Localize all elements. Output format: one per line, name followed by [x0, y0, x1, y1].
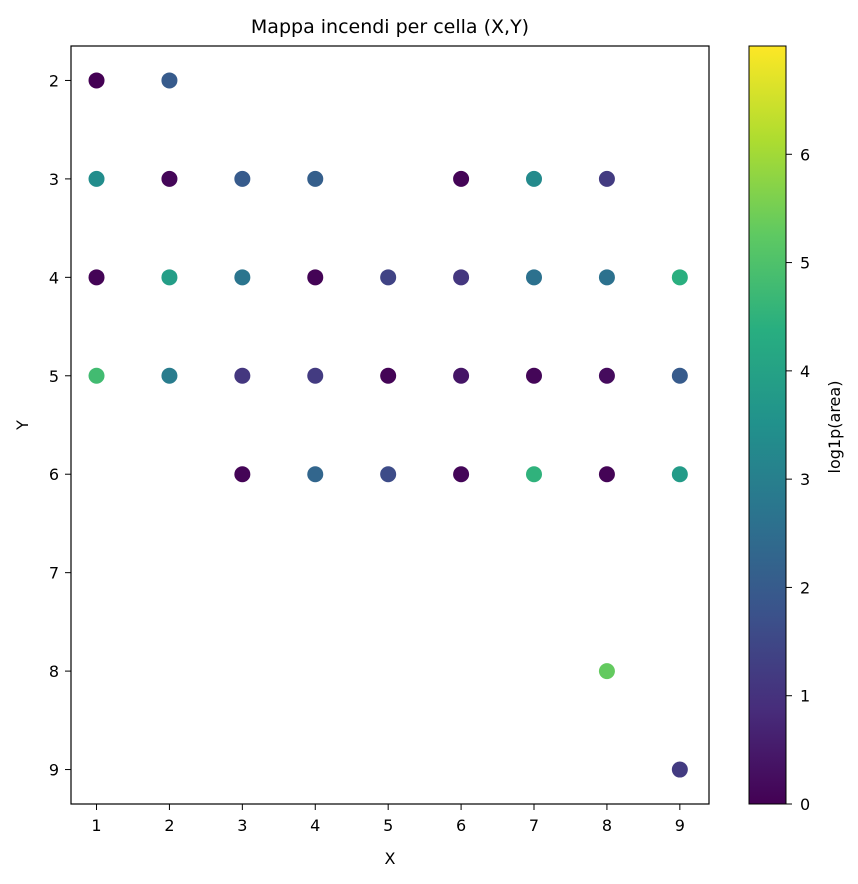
y-tick-label-4: 4	[49, 268, 59, 287]
scatter-point-34	[598, 663, 615, 680]
x-tick-label-6: 6	[456, 816, 466, 835]
y-axis: 2 3 4 5 6 7 8 9	[49, 71, 71, 780]
scatter-point-9	[88, 269, 105, 286]
x-axis: 1 2 3 4 5 6 7 8 9	[91, 804, 685, 835]
y-tick-label-5: 5	[49, 367, 59, 386]
scatter-point-7	[526, 170, 543, 187]
scatter-point-32	[598, 466, 615, 483]
colorbar-tick-label-6: 6	[800, 145, 810, 164]
colorbar-tick-label-3: 3	[800, 470, 810, 489]
colorbar: 0 1 2 3 4 5 6 log1p(area)	[748, 45, 844, 814]
y-tick-label-6: 6	[49, 465, 59, 484]
scatter-point-13	[380, 269, 397, 286]
scatter-points	[88, 72, 688, 778]
scatter-point-31	[526, 466, 543, 483]
scatter-point-5	[307, 170, 324, 187]
scatter-point-30	[453, 466, 470, 483]
x-tick-label-2: 2	[164, 816, 174, 835]
scatter-point-10	[161, 269, 178, 286]
x-axis-label: X	[385, 849, 396, 868]
scatter-point-0	[88, 72, 105, 89]
x-tick-label-7: 7	[529, 816, 539, 835]
y-axis-label: Y	[13, 420, 32, 431]
scatter-point-19	[161, 367, 178, 384]
plot-frame	[70, 45, 710, 805]
scatter-point-35	[671, 761, 688, 778]
x-tick-label-1: 1	[91, 816, 101, 835]
scatter-point-22	[380, 367, 397, 384]
scatter-point-18	[88, 367, 105, 384]
scatter-point-14	[453, 269, 470, 286]
x-tick-label-4: 4	[310, 816, 320, 835]
scatter-point-23	[453, 367, 470, 384]
scatter-point-16	[598, 269, 615, 286]
scatter-point-2	[88, 170, 105, 187]
scatter-point-21	[307, 367, 324, 384]
colorbar-tick-label-4: 4	[800, 362, 810, 381]
y-tick-label-8: 8	[49, 662, 59, 681]
y-tick-label-3: 3	[49, 170, 59, 189]
scatter-point-29	[380, 466, 397, 483]
scatter-point-1	[161, 72, 178, 89]
scatter-point-26	[671, 367, 688, 384]
y-tick-label-2: 2	[49, 71, 59, 90]
scatter-point-27	[234, 466, 251, 483]
scatter-point-8	[598, 170, 615, 187]
colorbar-tick-label-5: 5	[800, 254, 810, 273]
scatter-point-20	[234, 367, 251, 384]
scatter-point-12	[307, 269, 324, 286]
scatter-point-28	[307, 466, 324, 483]
scatter-point-4	[234, 170, 251, 187]
colorbar-ticks: 0 1 2 3 4 5 6	[786, 145, 810, 814]
x-tick-label-8: 8	[602, 816, 612, 835]
y-tick-label-7: 7	[49, 564, 59, 583]
scatter-point-15	[526, 269, 543, 286]
scatter-point-3	[161, 170, 178, 187]
x-tick-label-3: 3	[237, 816, 247, 835]
y-tick-label-9: 9	[49, 761, 59, 780]
scatter-point-25	[598, 367, 615, 384]
colorbar-gradient	[748, 45, 787, 805]
colorbar-tick-label-0: 0	[800, 795, 810, 814]
scatter-point-11	[234, 269, 251, 286]
scatter-point-24	[526, 367, 543, 384]
colorbar-label: log1p(area)	[825, 381, 844, 474]
scatter-point-33	[671, 466, 688, 483]
chart-title: Mappa incendi per cella (X,Y)	[251, 16, 529, 38]
x-tick-label-9: 9	[675, 816, 685, 835]
colorbar-tick-label-1: 1	[800, 687, 810, 706]
x-tick-label-5: 5	[383, 816, 393, 835]
colorbar-tick-label-2: 2	[800, 578, 810, 597]
scatter-point-6	[453, 170, 470, 187]
scatter-point-17	[671, 269, 688, 286]
